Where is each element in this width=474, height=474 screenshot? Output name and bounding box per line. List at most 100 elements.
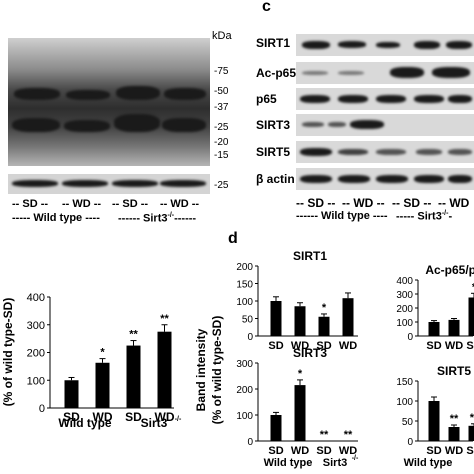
- y-tick-label: 300: [236, 359, 253, 370]
- y-tick-label: 400: [396, 276, 413, 287]
- blot-band: [338, 175, 370, 183]
- blot-band: [414, 41, 440, 49]
- bar: [126, 345, 141, 408]
- significance-marker: **: [129, 329, 138, 341]
- bar: [468, 425, 474, 441]
- significance-marker: *: [322, 302, 327, 314]
- x-category-label: SD: [268, 445, 283, 457]
- lane-label: -- WD --: [62, 198, 102, 210]
- group-label-sirt3: Sirt3: [323, 457, 347, 469]
- y-tick-label: 400: [27, 292, 45, 304]
- kda-label: kDa: [212, 30, 232, 42]
- y-tick-label: 100: [236, 411, 253, 422]
- y-tick-label: 50: [402, 417, 414, 428]
- group-label-sup: -/-: [352, 455, 359, 462]
- blot-band: [446, 41, 472, 49]
- x-category-label: WD: [339, 445, 357, 457]
- chart-title: SIRT1: [293, 249, 327, 263]
- lane-label: -- WD --: [160, 198, 200, 210]
- panel-d-label: d: [228, 230, 238, 247]
- group-label-wild-type: Wild type: [404, 457, 453, 469]
- smear-lanes: [8, 38, 210, 166]
- bar: [318, 316, 330, 336]
- significance-marker: *: [472, 281, 474, 293]
- x-category-label: SD: [268, 340, 283, 352]
- lane-label: -- SD --: [12, 198, 49, 210]
- row-label-sirt5: SIRT5: [256, 145, 291, 159]
- blot-band: [14, 88, 60, 100]
- lane-label: -- SD --: [296, 196, 336, 210]
- marker-37: -37: [214, 102, 229, 113]
- blot-band: [390, 67, 424, 78]
- y-tick-label: 0: [39, 403, 45, 415]
- y-tick-label: 150: [396, 377, 413, 388]
- y-tick-label: 200: [236, 262, 253, 273]
- group-label: ------ Sirt3-/-------: [118, 212, 197, 225]
- blot-band: [414, 175, 444, 183]
- y-tick-label: 100: [396, 397, 413, 408]
- bar: [270, 301, 282, 336]
- x-category-label: SD: [426, 340, 441, 352]
- group-label-sirt3: Sirt3: [141, 416, 168, 430]
- bar: [294, 385, 306, 441]
- lane-label: -- SD --: [392, 196, 432, 210]
- x-category-label: WD: [93, 410, 113, 424]
- y-tick-label: 300: [396, 290, 413, 301]
- marker-50: -50: [214, 86, 229, 97]
- x-category-label: SD: [316, 340, 331, 352]
- blot-band: [116, 86, 160, 100]
- y-tick-label: 0: [407, 332, 413, 343]
- group-label: ----- Sirt3-/--: [396, 210, 453, 223]
- y-tick-label: 200: [396, 304, 413, 315]
- row-label-ac-p65: Ac-p65: [256, 66, 297, 80]
- blot-left-main: [8, 38, 210, 166]
- blot-band: [448, 95, 472, 103]
- blot-sirt3: [296, 114, 474, 136]
- blot-band: [114, 114, 160, 132]
- x-category-label: SD: [466, 340, 474, 352]
- blot-band: [64, 120, 110, 132]
- blot-band: [416, 149, 442, 155]
- group-label-wild-type: Wild type: [58, 416, 112, 430]
- y-tick-label: 0: [247, 332, 253, 343]
- blot-band: [376, 149, 406, 155]
- x-category-label: SD: [316, 445, 331, 457]
- significance-marker: **: [344, 429, 353, 441]
- chart-title: SIRT5: [437, 364, 471, 378]
- x-category-label: WD: [445, 445, 463, 457]
- marker-20: -20: [214, 137, 229, 148]
- loading-marker: -25: [214, 180, 229, 191]
- group-label: ------ Wild type ----: [296, 210, 388, 222]
- group-label-sup: -/-: [175, 416, 182, 423]
- blot-band: [338, 95, 368, 103]
- blot-band: [300, 95, 330, 103]
- blot-band: [12, 180, 58, 187]
- x-category-label: WD: [291, 340, 309, 352]
- blot-sirt1: [296, 34, 474, 56]
- lane-label: -- WD: [438, 196, 470, 210]
- x-category-label: WD: [155, 410, 175, 424]
- bar: [428, 322, 440, 336]
- y-tick-label: 150: [236, 280, 253, 291]
- y-axis-label: (% of wild type-SD): [210, 316, 224, 425]
- blot-p65: [296, 88, 474, 110]
- blot-band: [350, 120, 384, 129]
- significance-marker: **: [450, 413, 459, 425]
- group-label-wild-type: Wild type: [264, 457, 313, 469]
- y-tick-label: 100: [396, 318, 413, 329]
- blot-band: [62, 180, 108, 187]
- significance-marker: **: [320, 429, 329, 441]
- bar: [95, 362, 110, 408]
- significance-marker: *: [298, 368, 303, 380]
- y-axis-label: Band intensity: [194, 328, 208, 411]
- bar: [428, 401, 440, 441]
- marker-25: -25: [214, 122, 229, 133]
- blot-band: [300, 148, 332, 156]
- lane-label: -- SD --: [112, 198, 149, 210]
- x-category-label: WD: [445, 340, 463, 352]
- y-tick-label: 100: [236, 297, 253, 308]
- group-label: ----- Wild type ----: [12, 212, 100, 224]
- bar: [448, 319, 460, 336]
- bar: [342, 298, 354, 336]
- blot-left-loading: [8, 174, 210, 194]
